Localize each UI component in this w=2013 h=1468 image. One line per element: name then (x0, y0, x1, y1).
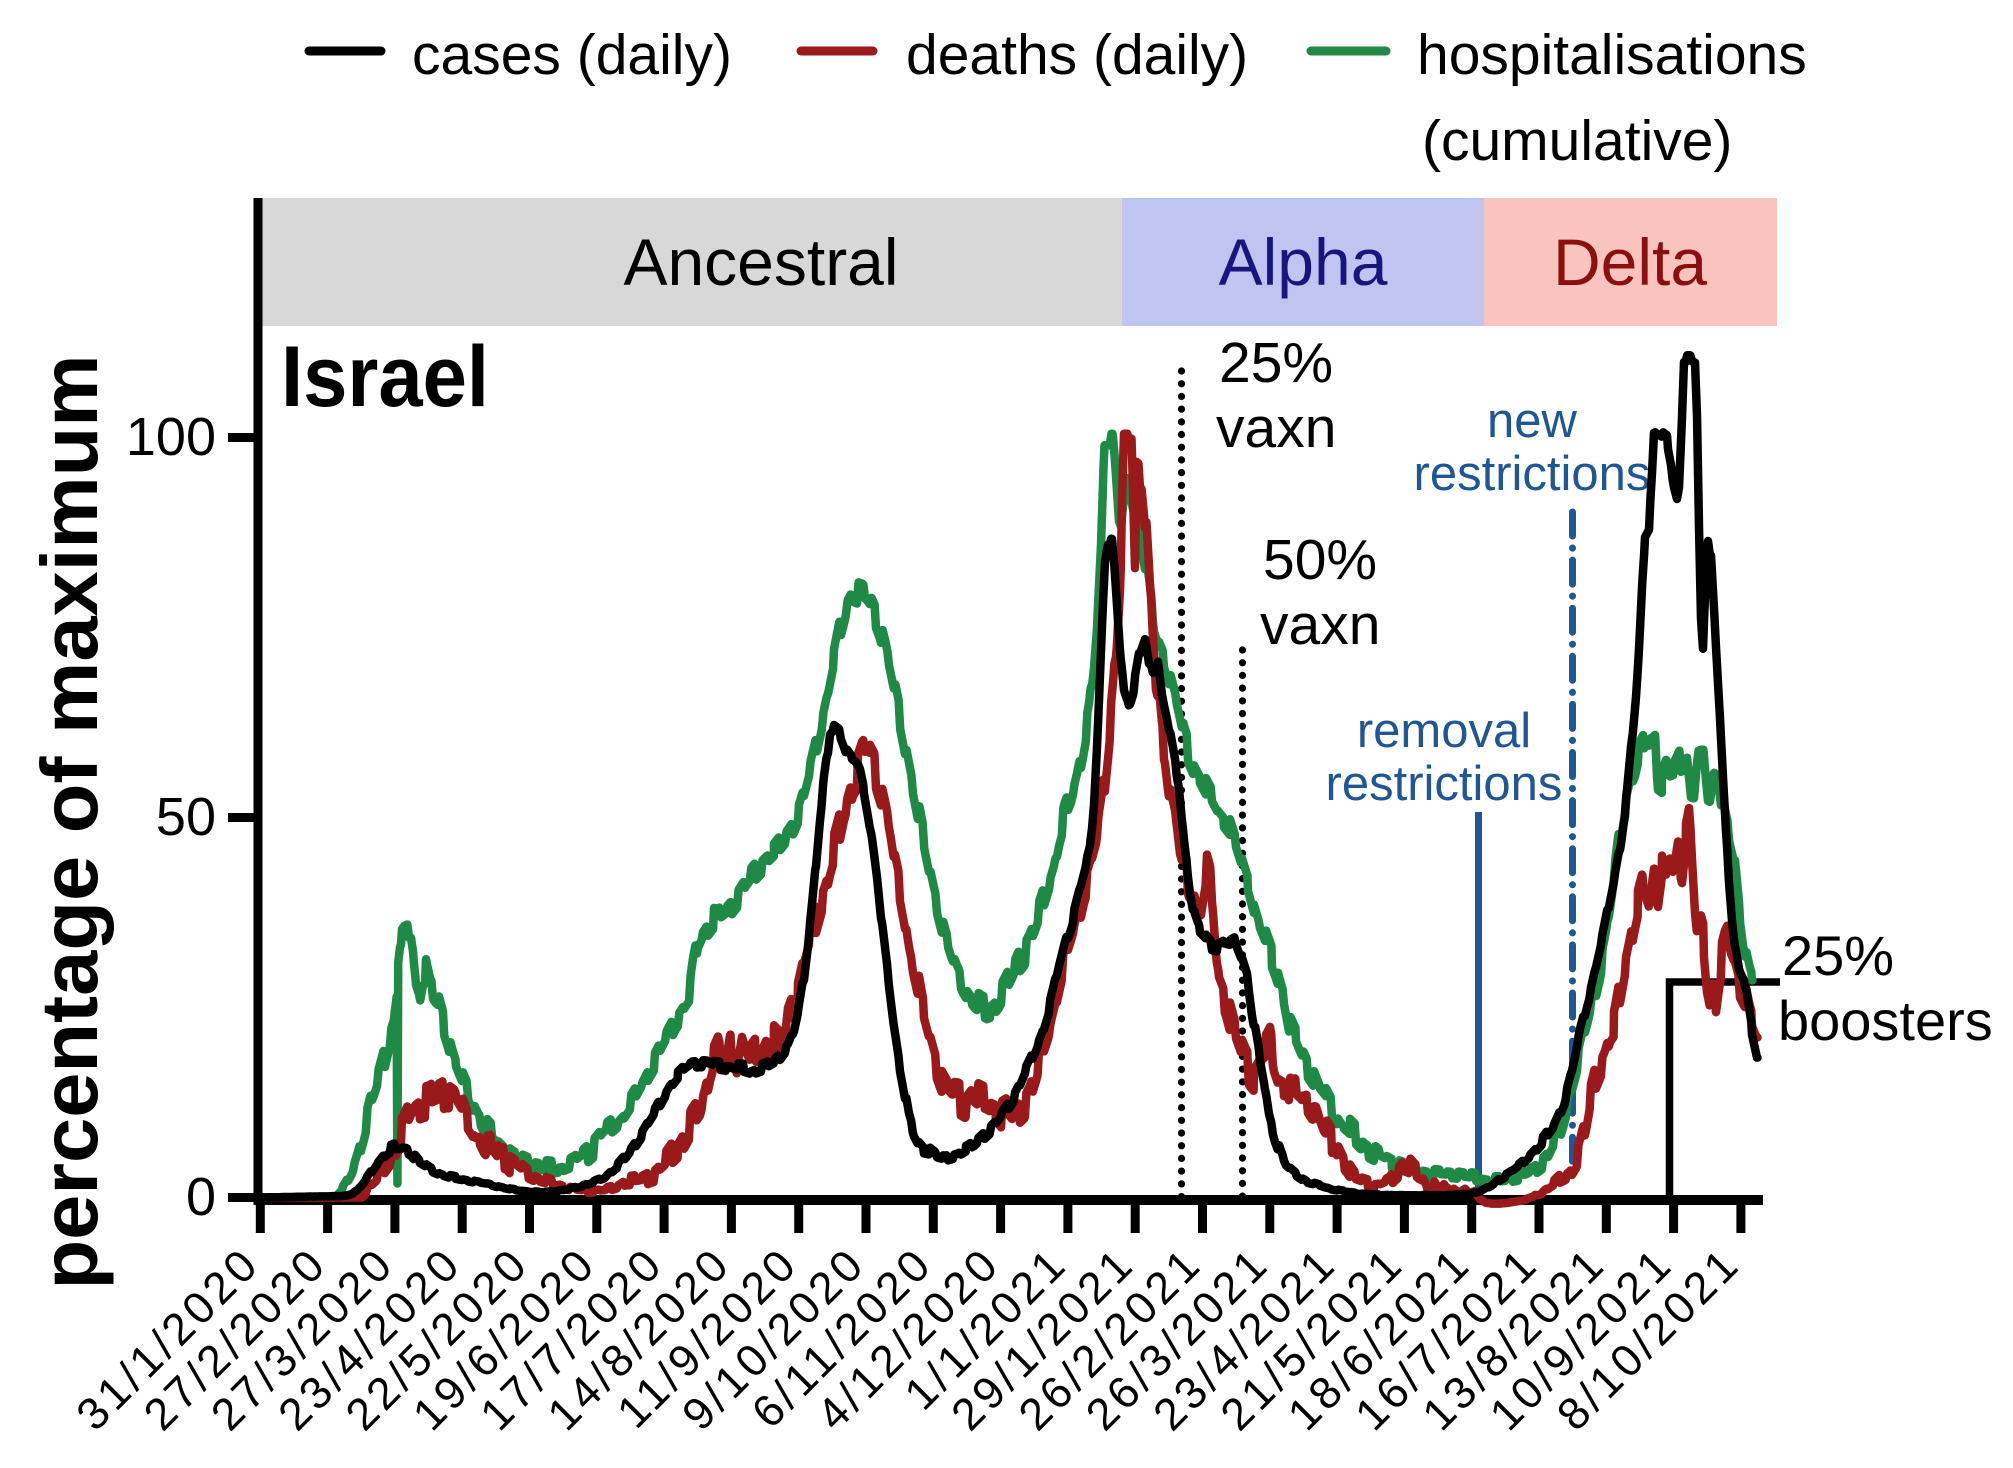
svg-text:Ancestral: Ancestral (623, 225, 898, 299)
svg-text:vaxn: vaxn (1216, 396, 1336, 460)
svg-text:50%: 50% (1263, 528, 1377, 592)
svg-text:deaths (daily): deaths (daily) (906, 23, 1248, 87)
svg-text:vaxn: vaxn (1260, 593, 1380, 657)
svg-text:25%: 25% (1219, 331, 1333, 395)
svg-text:Israel: Israel (281, 329, 489, 425)
svg-text:0: 0 (186, 1167, 216, 1227)
svg-text:boosters: boosters (1778, 989, 1993, 1052)
svg-text:hospitalisations: hospitalisations (1417, 23, 1807, 87)
svg-text:100: 100 (126, 407, 216, 467)
svg-text:removal: removal (1357, 704, 1531, 758)
svg-text:restrictions: restrictions (1326, 757, 1563, 811)
svg-text:25%: 25% (1782, 924, 1894, 987)
svg-text:restrictions: restrictions (1414, 447, 1651, 501)
svg-text:new: new (1487, 394, 1578, 448)
svg-text:Delta: Delta (1553, 225, 1707, 299)
svg-text:percentage of maximum: percentage of maximum (25, 355, 114, 1290)
svg-text:50: 50 (156, 787, 216, 847)
svg-text:cases (daily): cases (daily) (412, 23, 732, 87)
svg-text:(cumulative): (cumulative) (1422, 109, 1732, 173)
svg-text:Alpha: Alpha (1219, 225, 1388, 299)
